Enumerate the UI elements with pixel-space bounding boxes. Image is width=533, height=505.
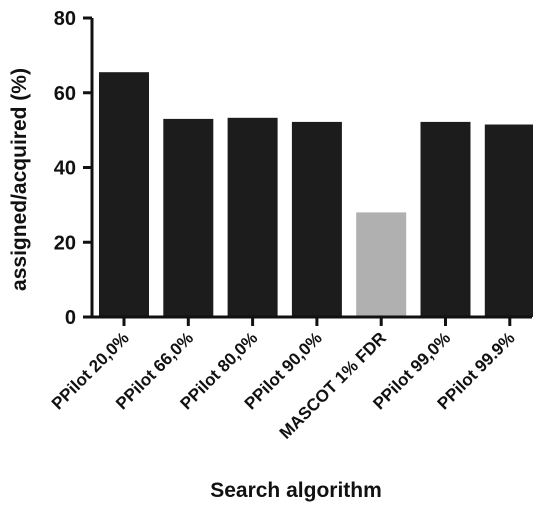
bar-6 [484,124,533,317]
bar-3 [291,121,342,318]
x-tick-label: MASCOT 1% FDR [276,328,390,442]
y-tick-label: 0 [65,307,76,329]
plot-area [99,72,533,318]
bar-0 [99,72,149,317]
x-axis: PPilot 20,0%PPilot 66,0%PPilot 80,0%PPil… [48,315,532,443]
bar-5 [420,121,471,318]
y-axis: 0 20 40 60 80 [54,8,94,329]
y-tick-label: 60 [54,83,76,105]
y-tick-label: 20 [54,232,76,254]
y-tick-label: 80 [54,8,76,30]
bar-4 [356,212,407,317]
bar-1 [163,118,214,318]
x-axis-title: Search algorithm [210,479,382,502]
y-axis-title: assigned/acquired (%) [8,68,31,291]
y-tick-label: 40 [54,158,76,180]
bar-2 [227,117,278,317]
